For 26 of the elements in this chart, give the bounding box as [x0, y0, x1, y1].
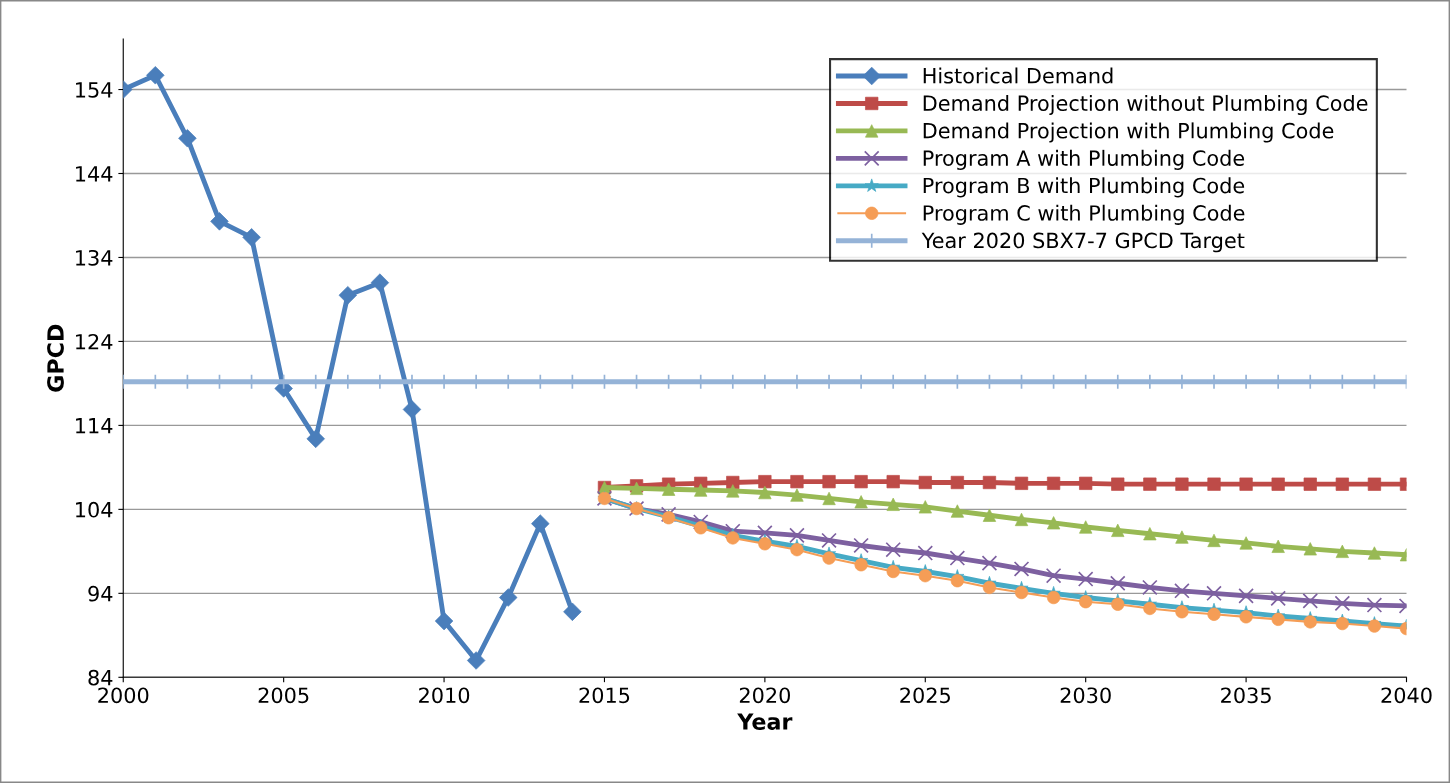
x-tick-label: 2035 — [1221, 687, 1271, 704]
x-tick-label: 2025 — [900, 687, 950, 704]
y-tick-label: 84 — [88, 669, 113, 686]
y-tick-label: 154 — [76, 82, 113, 98]
legend-label: Historical Demand — [923, 67, 1113, 84]
legend-label: Year 2020 SBX7-7 GPCD Target — [921, 232, 1245, 253]
y-axis-title: GPCD — [47, 324, 64, 392]
y-tick-label: 94 — [88, 585, 113, 602]
x-tick-label: 2030 — [1060, 687, 1111, 704]
legend-label: Demand Projection without Plumbing Code — [923, 94, 1368, 116]
x-axis-title: Year — [737, 713, 793, 730]
x-tick-label: 2000 — [98, 687, 149, 704]
legend-label: Demand Projection with Plumbing Code — [923, 122, 1334, 143]
x-tick-label: 2020 — [739, 687, 790, 704]
y-tick-label: 134 — [76, 249, 113, 266]
legend-label: Program A with Plumbing Code — [923, 149, 1245, 170]
legend-label: Program B with Plumbing Code — [923, 177, 1245, 198]
x-tick-label: 2010 — [419, 687, 470, 704]
x-tick-label: 2015 — [579, 687, 630, 704]
y-tick-label: 104 — [76, 501, 113, 518]
y-tick-label: 124 — [76, 333, 113, 350]
x-tick-label: 2040 — [1381, 687, 1432, 704]
x-tick-label: 2005 — [258, 687, 309, 704]
y-tick-label: 114 — [76, 418, 113, 434]
legend-label: Program C with Plumbing Code — [923, 204, 1245, 225]
y-tick-label: 144 — [76, 166, 113, 182]
